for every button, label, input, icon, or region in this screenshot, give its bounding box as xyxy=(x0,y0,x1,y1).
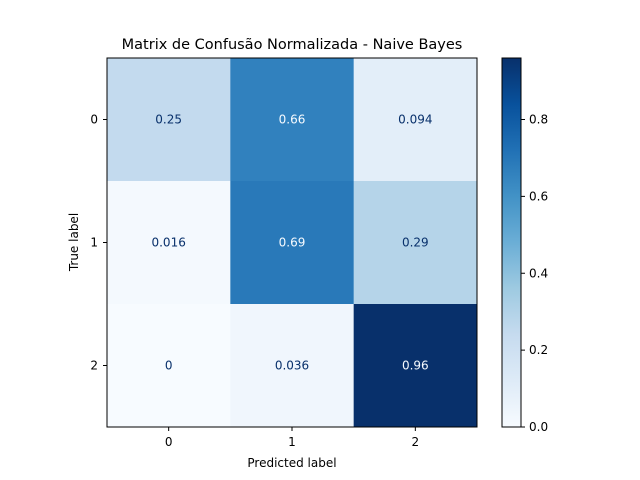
y-tick-label: 1 xyxy=(90,236,98,250)
colorbar-tick-label: 0.4 xyxy=(529,266,548,280)
colorbar-tick-label: 0.8 xyxy=(529,113,548,127)
y-tick-label: 0 xyxy=(90,113,98,127)
y-axis-label: True label xyxy=(67,213,81,272)
cell-value-label: 0.29 xyxy=(402,236,429,250)
x-tick-label: 0 xyxy=(165,435,173,449)
y-tick-label: 2 xyxy=(90,359,98,373)
cell-value-label: 0.094 xyxy=(398,113,432,127)
heatmap-cell xyxy=(353,181,478,305)
cell-value-label: 0.66 xyxy=(279,113,306,127)
x-tick-label: 1 xyxy=(288,435,296,449)
heatmap-cell xyxy=(107,58,231,182)
cell-value-label: 0.016 xyxy=(151,236,185,250)
heatmap-cells: 0.25 0.66 0.094 0.016 0.69 0.29 0 0.036 0.96 xyxy=(107,58,478,428)
heatmap-cell xyxy=(107,181,231,305)
heatmap-cell xyxy=(230,304,355,428)
x-axis-label: Predicted label xyxy=(247,456,336,470)
heatmap-cell xyxy=(230,181,355,305)
heatmap-cell xyxy=(353,304,478,428)
cell-value-label: 0.69 xyxy=(279,236,306,250)
x-axis-ticks: 0 1 2 xyxy=(165,427,419,449)
cell-value-label: 0.96 xyxy=(402,359,429,373)
cell-value-label: 0 xyxy=(165,359,173,373)
colorbar-tick-label: 0.2 xyxy=(529,343,548,357)
chart-title: Matrix de Confusão Normalizada - Naive B… xyxy=(122,37,463,53)
colorbar xyxy=(501,57,522,428)
heatmap-cell xyxy=(107,304,231,428)
heatmap-cell xyxy=(230,58,355,182)
y-axis-ticks: 0 1 2 xyxy=(90,113,107,373)
colorbar-tick-label: 0.0 xyxy=(529,420,548,434)
cell-value-label: 0.25 xyxy=(155,113,182,127)
heatmap-cell xyxy=(353,58,478,182)
colorbar-tick-label: 0.6 xyxy=(529,189,548,203)
cell-value-label: 0.036 xyxy=(275,359,309,373)
colorbar-ticks: 0.0 0.2 0.4 0.6 0.8 xyxy=(521,113,548,434)
x-tick-label: 2 xyxy=(412,435,420,449)
